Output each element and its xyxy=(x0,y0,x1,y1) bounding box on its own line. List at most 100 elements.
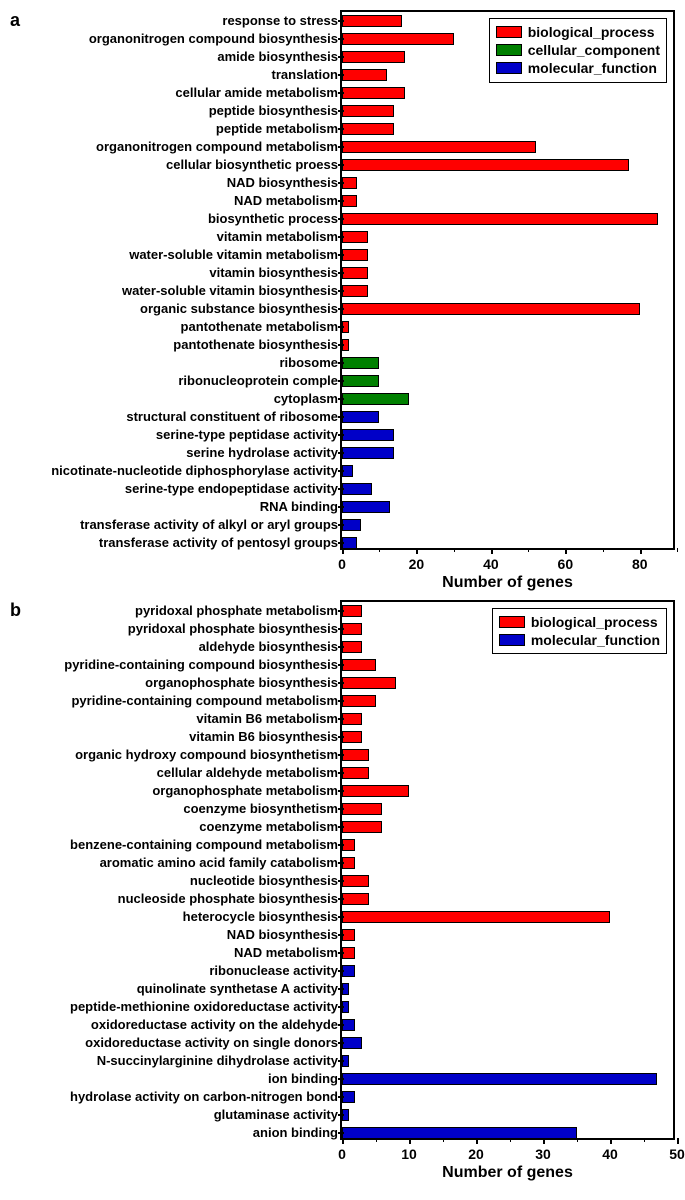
bar-row: hydrolase activity on carbon-nitrogen bo… xyxy=(342,1091,673,1103)
legend-row: biological_process xyxy=(499,613,660,631)
x-tick-label: 80 xyxy=(632,556,648,572)
bar xyxy=(342,821,382,833)
bar-row: pantothenate metabolism xyxy=(342,321,673,333)
y-tick xyxy=(338,754,344,756)
y-label: peptide metabolism xyxy=(216,122,338,135)
legend-row: cellular_component xyxy=(496,41,660,59)
y-tick xyxy=(338,970,344,972)
y-label: structural constituent of ribosome xyxy=(126,410,338,423)
y-label: nucleotide biosynthesis xyxy=(190,874,338,887)
y-tick xyxy=(338,844,344,846)
bar xyxy=(342,749,369,761)
bar xyxy=(342,605,362,617)
y-tick xyxy=(338,254,344,256)
x-tick-label: 40 xyxy=(483,556,499,572)
y-tick xyxy=(338,146,344,148)
chart-b-area: pyridoxal phosphate metabolismpyridoxal … xyxy=(340,600,675,1140)
panel-b: b pyridoxal phosphate metabolismpyridoxa… xyxy=(10,600,675,1140)
y-label: NAD metabolism xyxy=(234,946,338,959)
bar xyxy=(342,447,394,459)
bar xyxy=(342,249,368,261)
bar xyxy=(342,303,640,315)
y-tick xyxy=(338,880,344,882)
bar-row: structural constituent of ribosome xyxy=(342,411,673,423)
bar-row: peptide metabolism xyxy=(342,123,673,135)
x-tick-minor xyxy=(577,1138,578,1142)
x-tick-minor xyxy=(443,1138,444,1142)
y-tick xyxy=(338,610,344,612)
y-label: water-soluble vitamin metabolism xyxy=(129,248,338,261)
bar xyxy=(342,839,355,851)
bar xyxy=(342,803,382,815)
y-label: organonitrogen compound biosynthesis xyxy=(89,32,338,45)
y-tick xyxy=(338,434,344,436)
x-tick xyxy=(565,548,567,554)
bar xyxy=(342,893,369,905)
y-label: aromatic amino acid family catabolism xyxy=(100,856,338,869)
bar xyxy=(342,51,405,63)
bar-row: vitamin B6 metabolism xyxy=(342,713,673,725)
bar xyxy=(342,1037,362,1049)
bar xyxy=(342,141,536,153)
x-tick-label: 30 xyxy=(535,1146,551,1162)
y-label: organophosphate metabolism xyxy=(152,784,338,797)
y-tick xyxy=(338,74,344,76)
x-tick-minor xyxy=(454,548,455,552)
bar xyxy=(342,15,402,27)
y-tick xyxy=(338,808,344,810)
legend-swatch xyxy=(499,634,525,646)
bar xyxy=(342,87,405,99)
bar-row: serine hydrolase activity xyxy=(342,447,673,459)
y-tick xyxy=(338,826,344,828)
bar xyxy=(342,857,355,869)
bar-row: ribosome xyxy=(342,357,673,369)
legend-label: molecular_function xyxy=(531,631,660,649)
y-tick xyxy=(338,790,344,792)
y-label: vitamin B6 metabolism xyxy=(196,712,338,725)
y-tick xyxy=(338,110,344,112)
y-tick xyxy=(338,56,344,58)
bar-row: pantothenate biosynthesis xyxy=(342,339,673,351)
y-tick xyxy=(338,1114,344,1116)
bar-row: pyridine-containing compound biosynthesi… xyxy=(342,659,673,671)
legend-label: biological_process xyxy=(528,23,655,41)
bar-row: transferase activity of pentosyl groups xyxy=(342,537,673,549)
y-tick xyxy=(338,20,344,22)
bar-row: NAD metabolism xyxy=(342,947,673,959)
y-tick xyxy=(338,218,344,220)
panel-b-label: b xyxy=(10,600,21,621)
bar-row: N-succinylarginine dihydrolase activity xyxy=(342,1055,673,1067)
bar-row: vitamin metabolism xyxy=(342,231,673,243)
bar-row: vitamin B6 biosynthesis xyxy=(342,731,673,743)
y-label: NAD metabolism xyxy=(234,194,338,207)
bar xyxy=(342,947,355,959)
y-tick xyxy=(338,236,344,238)
y-label: vitamin biosynthesis xyxy=(209,266,338,279)
y-tick xyxy=(338,1132,344,1134)
y-label: serine-type endopeptidase activity xyxy=(125,482,338,495)
x-tick xyxy=(491,548,493,554)
chart-a-area: response to stressorganonitrogen compoun… xyxy=(340,10,675,550)
y-label: oxidoreductase activity on single donors xyxy=(85,1036,338,1049)
y-tick xyxy=(338,488,344,490)
bar xyxy=(342,1073,657,1085)
y-tick xyxy=(338,1060,344,1062)
y-label: pantothenate metabolism xyxy=(181,320,338,333)
x-tick xyxy=(409,1138,411,1144)
bar-row: NAD metabolism xyxy=(342,195,673,207)
y-tick xyxy=(338,682,344,684)
bar-row: organophosphate metabolism xyxy=(342,785,673,797)
y-tick xyxy=(338,362,344,364)
bar xyxy=(342,1019,355,1031)
legend: biological_processcellular_componentmole… xyxy=(489,18,667,83)
y-label: peptide-methionine oxidoreductase activi… xyxy=(70,1000,338,1013)
bar xyxy=(342,501,390,513)
bar xyxy=(342,875,369,887)
y-label: organophosphate biosynthesis xyxy=(145,676,338,689)
x-tick-label: 20 xyxy=(409,556,425,572)
legend-row: molecular_function xyxy=(499,631,660,649)
y-label: vitamin B6 biosynthesis xyxy=(189,730,338,743)
y-label: ion binding xyxy=(268,1072,338,1085)
bar xyxy=(342,357,379,369)
y-label: serine-type peptidase activity xyxy=(156,428,338,441)
